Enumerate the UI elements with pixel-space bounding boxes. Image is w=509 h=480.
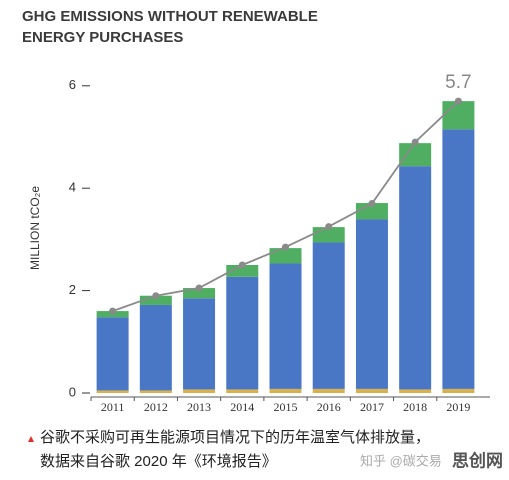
bar-segment <box>96 390 129 393</box>
watermark: 思创网 <box>452 450 503 470</box>
line-point <box>454 97 462 105</box>
y-tick-label: 0 <box>69 384 76 399</box>
line-point <box>238 261 246 269</box>
bar-segment <box>399 166 432 390</box>
line-point <box>282 243 289 251</box>
line-point <box>325 223 333 231</box>
x-tick-label: 2013 <box>187 400 211 414</box>
y-tick-label: 6 <box>69 77 76 92</box>
bar-segment <box>183 288 216 299</box>
y-tick-label: 4 <box>69 180 76 195</box>
bar-segment <box>226 389 259 393</box>
bar-segment <box>312 388 345 393</box>
x-tick-label: 2019 <box>446 400 470 414</box>
bar-segment <box>269 248 302 264</box>
bar-segment <box>442 129 475 389</box>
bar-segment <box>355 219 388 389</box>
caption: 数据来自谷歌 2020 年《环境报告》 <box>40 452 277 470</box>
line-point <box>411 138 419 146</box>
data-label: 5.7 <box>445 72 471 93</box>
line-point <box>109 307 117 315</box>
line-point <box>368 200 376 208</box>
bar-segment <box>139 295 172 305</box>
caption-icon <box>28 436 34 442</box>
x-tick-label: 2015 <box>274 400 298 414</box>
x-tick-label: 2016 <box>317 400 341 414</box>
y-tick-label: 2 <box>69 282 76 297</box>
line-point <box>195 284 203 292</box>
bar-segment <box>139 390 172 393</box>
bar-segment <box>183 389 216 393</box>
bar-segment <box>269 388 302 393</box>
caption: 谷歌不采购可再生能源项目情况下的历年温室气体排放量， <box>40 429 430 446</box>
x-tick-label: 2011 <box>101 400 125 414</box>
x-tick-label: 2017 <box>360 400 384 414</box>
bar-segment <box>269 263 302 389</box>
bar-segment <box>226 276 259 390</box>
bar-segment <box>96 317 129 391</box>
bar-segment <box>442 101 475 130</box>
bar-segment <box>312 242 345 389</box>
bar-segment <box>355 388 388 393</box>
bar-segment <box>399 389 432 393</box>
line-point <box>152 292 160 300</box>
y-axis-label: MILLION tCO₂e <box>28 186 42 270</box>
bar-segment <box>399 143 432 167</box>
x-tick-label: 2014 <box>230 400 254 414</box>
bar-segment <box>442 388 475 393</box>
x-tick-label: 2018 <box>403 400 427 414</box>
bar-segment <box>183 298 216 390</box>
x-tick-label: 2012 <box>144 400 168 414</box>
bar-segment <box>226 265 259 277</box>
chart-title: GHG EMISSIONS WITHOUT RENEWABLE <box>22 8 318 25</box>
watermark: 知乎 @碳交易 <box>360 453 442 468</box>
chart-title: ENERGY PURCHASES <box>22 29 183 46</box>
bar-segment <box>139 304 172 391</box>
